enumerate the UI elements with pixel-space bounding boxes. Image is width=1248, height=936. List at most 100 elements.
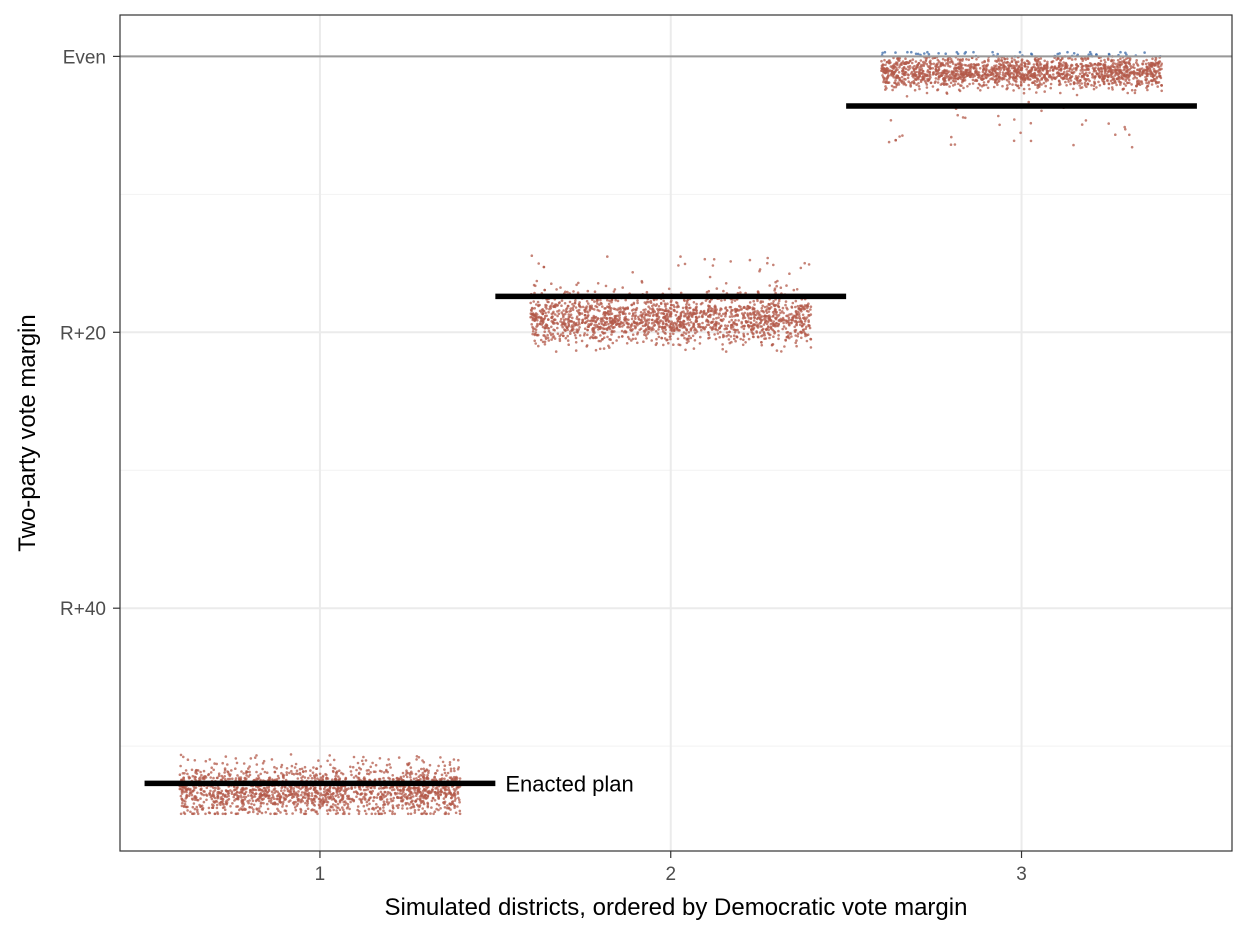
sim-point (650, 322, 654, 325)
sim-point (458, 809, 462, 813)
sim-point (257, 797, 260, 801)
sim-point (389, 766, 392, 769)
sim-point (682, 310, 685, 313)
sim-point (803, 320, 807, 323)
sim-point (760, 329, 764, 332)
sim-point (915, 83, 918, 86)
sim-point (561, 313, 565, 316)
sim-point (235, 761, 239, 765)
sim-point (271, 793, 274, 796)
sim-point (338, 769, 341, 772)
sim-point (655, 320, 659, 324)
sim-point (684, 314, 687, 318)
sim-point (752, 323, 755, 326)
sim-point (273, 770, 277, 774)
sim-point (319, 765, 323, 768)
sim-point (234, 757, 238, 760)
sim-point (202, 790, 205, 793)
sim-point (767, 325, 770, 329)
sim-point (220, 789, 224, 793)
sim-point (306, 793, 309, 797)
sim-point (644, 323, 647, 326)
sim-point (932, 62, 936, 66)
sim-point (766, 331, 770, 335)
sim-point (890, 84, 894, 88)
sim-point (282, 792, 285, 796)
sim-point (409, 766, 413, 769)
sim-point (324, 796, 328, 800)
sim-point (178, 773, 182, 776)
sim-point (1015, 80, 1018, 83)
sim-point (549, 304, 553, 308)
sim-point (227, 772, 231, 776)
sim-point (370, 812, 374, 816)
sim-point (1141, 63, 1145, 66)
sim-point (287, 800, 291, 803)
sim-point (609, 309, 612, 312)
sim-point (338, 808, 342, 812)
sim-point (992, 85, 996, 89)
sim-point (1100, 73, 1104, 76)
sim-point (182, 755, 185, 759)
sim-point (573, 331, 576, 335)
sim-point (724, 350, 728, 353)
sim-point (585, 299, 589, 303)
sim-point (242, 762, 246, 765)
sim-point (718, 312, 721, 315)
sim-point (252, 810, 255, 814)
sim-point (277, 809, 280, 812)
sim-point (428, 763, 432, 767)
sim-point (292, 800, 296, 804)
sim-point (318, 800, 322, 804)
sim-point (252, 803, 256, 807)
sim-point (359, 798, 363, 802)
sim-point (233, 793, 236, 796)
sim-point (583, 317, 587, 320)
sim-point (248, 799, 251, 802)
sim-point (199, 791, 203, 795)
sim-point (581, 318, 584, 322)
sim-point (449, 776, 453, 779)
sim-point (723, 298, 727, 302)
sim-point (772, 300, 775, 303)
sim-point (397, 756, 401, 759)
sim-point (419, 799, 422, 802)
sim-point (409, 812, 413, 816)
sim-point (752, 307, 756, 310)
sim-point (669, 307, 673, 310)
sim-point (945, 92, 949, 95)
sim-point (752, 299, 755, 303)
sim-point (395, 804, 399, 808)
sim-point (958, 60, 962, 64)
sim-point (801, 313, 805, 317)
sim-point (1102, 80, 1106, 83)
sim-point (730, 301, 734, 304)
sim-point (643, 331, 647, 334)
sim-point (1140, 82, 1144, 85)
sim-point (768, 284, 771, 287)
sim-point (718, 326, 722, 330)
sim-point (1059, 72, 1063, 76)
sim-point (679, 320, 682, 324)
sim-point (184, 805, 188, 809)
sim-point (264, 795, 267, 798)
sim-point (642, 308, 645, 312)
sim-point (1043, 73, 1046, 77)
sim-point (1031, 81, 1035, 84)
sim-point (1118, 63, 1121, 67)
sim-point (294, 808, 298, 812)
sim-point (748, 305, 751, 309)
sim-point (802, 328, 805, 332)
sim-point (357, 772, 361, 776)
sim-point (385, 769, 388, 773)
sim-point (695, 330, 699, 333)
sim-point (599, 325, 602, 329)
sim-point (224, 755, 228, 758)
sim-point (396, 806, 400, 810)
sim-point (730, 318, 733, 322)
sim-point (644, 334, 648, 337)
sim-point (272, 797, 276, 800)
sim-point (802, 330, 806, 334)
sim-point (756, 299, 759, 303)
sim-point (578, 326, 581, 329)
